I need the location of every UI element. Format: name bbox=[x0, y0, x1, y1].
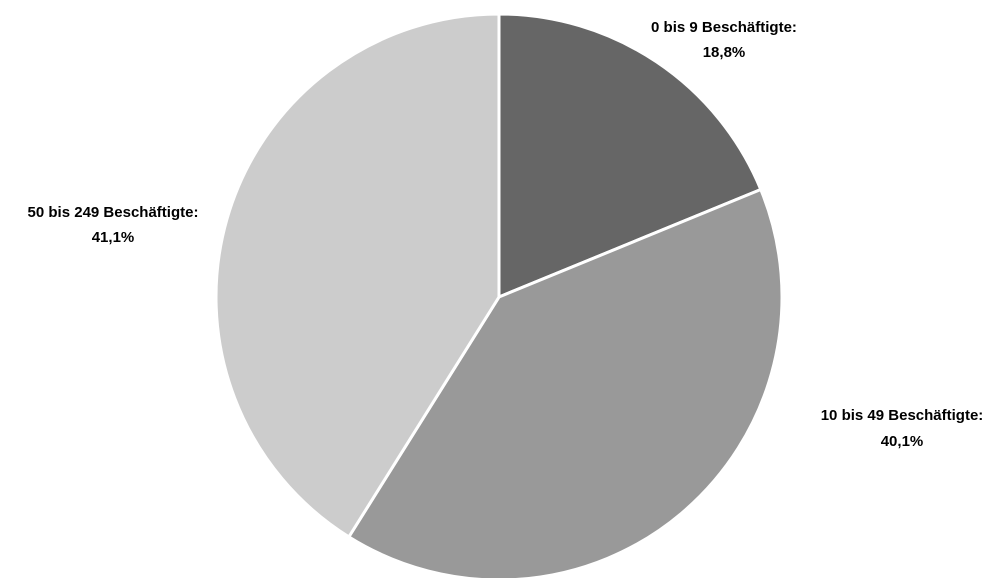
slice-10-bis-49 bbox=[347, 188, 784, 578]
slice-value-50-bis-249: 41,1% bbox=[92, 229, 135, 246]
pie-slices bbox=[214, 12, 784, 578]
slice-50-bis-249 bbox=[214, 12, 501, 539]
slice-value-10-bis-49: 40,1% bbox=[881, 433, 924, 450]
slice-value-0-bis-9: 18,8% bbox=[703, 44, 746, 61]
slice-labels: 0 bis 9 Beschäftigte: 18,8% 10 bis 49 Be… bbox=[28, 19, 984, 450]
slice-0-bis-9 bbox=[497, 12, 763, 299]
slice-label-50-bis-249: 50 bis 249 Beschäftigte: bbox=[28, 204, 199, 221]
slice-label-10-bis-49: 10 bis 49 Beschäftigte: bbox=[821, 407, 984, 424]
slice-label-0-bis-9: 0 bis 9 Beschäftigte: bbox=[651, 19, 797, 36]
